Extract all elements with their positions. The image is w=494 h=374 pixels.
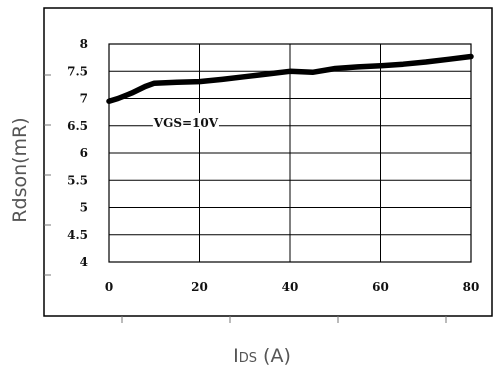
x-axis-title-unit: (A) [257, 345, 291, 367]
x-axis-title: IDS (A) [233, 345, 291, 367]
x-tick-label: 40 [282, 280, 299, 294]
y-tick-label: 4 [80, 255, 88, 269]
y-tick-label: 5 [80, 201, 88, 215]
y-tick-label: 5.5 [67, 173, 88, 187]
x-tick-label: 60 [372, 280, 389, 294]
y-tick-label: 8 [80, 37, 88, 51]
y-axis-title: Rdson(mR) [9, 117, 31, 222]
y-tick-label: 7 [80, 92, 88, 106]
x-tick-label: 20 [191, 280, 208, 294]
annotation-label: VGS=10V [153, 116, 219, 130]
outer-frame [44, 8, 492, 316]
y-tick-label: 4.5 [67, 228, 88, 242]
y-tick-label: 6.5 [67, 119, 88, 133]
annotations: VGS=10V [153, 113, 219, 130]
x-tick-label: 80 [463, 280, 480, 294]
y-tick-label: 7.5 [67, 64, 88, 78]
x-tick-label: 0 [105, 280, 113, 294]
x-axis-title-sub: DS [239, 351, 257, 366]
y-tick-label: 6 [80, 146, 88, 160]
